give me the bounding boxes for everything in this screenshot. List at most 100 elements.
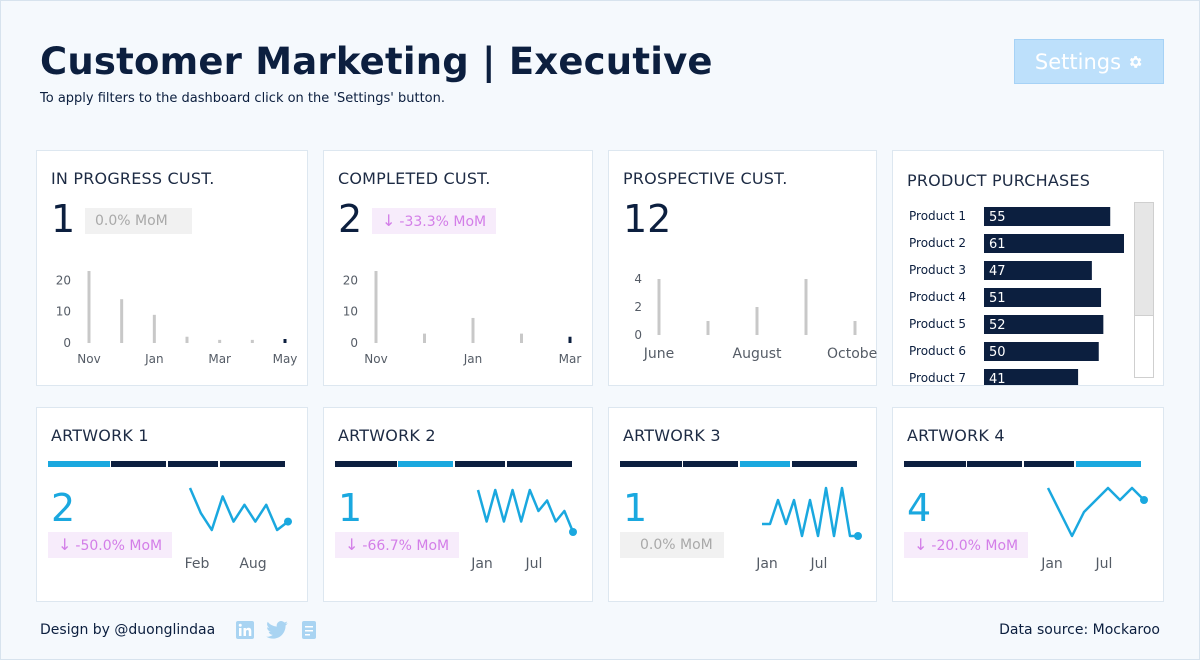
product-value-label: 51	[989, 291, 1006, 306]
progress-segment	[48, 461, 110, 467]
artwork-label: ARTWORK 2	[338, 426, 436, 445]
x-tick-label: October	[827, 346, 878, 362]
progress-segment	[168, 461, 218, 467]
artwork-progress-bar	[48, 461, 285, 467]
chart-bar	[283, 339, 287, 343]
mom-badge-text: 0.0% MoM	[95, 213, 168, 229]
arrow-down-icon: ↓	[914, 535, 928, 554]
artwork-progress-bar	[904, 461, 1141, 467]
chart-bar	[87, 271, 91, 343]
product-bar-chart: Product 1 55 Product 2 61 Product 3 47 Product…	[909, 207, 1124, 386]
product-bar	[984, 369, 1079, 385]
chart-bar	[755, 307, 759, 335]
twitter-icon[interactable]	[266, 621, 288, 639]
scrollbar-thumb[interactable]	[1135, 203, 1153, 316]
footer-data-source: Data source: Mockaroo	[999, 622, 1160, 638]
mom-badge-text: -20.0% MoM	[931, 538, 1019, 554]
product-value-label: 52	[989, 318, 1006, 333]
y-tick-label: 2	[634, 300, 642, 314]
product-value-label: 61	[989, 237, 1006, 252]
progress-segment	[220, 461, 285, 467]
product-bar	[984, 288, 1102, 307]
artwork-value: 4	[907, 486, 932, 530]
product-bar	[984, 315, 1104, 334]
progress-segment	[740, 461, 790, 467]
artwork-progress-bar	[335, 461, 572, 467]
kpi-value: 12	[623, 197, 672, 241]
product-purchases-card: PRODUCT PURCHASES Product 1 55 Product 2 61…	[892, 150, 1164, 386]
chart-bar	[706, 321, 710, 335]
arrow-down-icon: ↓	[58, 535, 72, 554]
trend-line	[188, 487, 289, 532]
x-tick-label: Jan	[144, 352, 164, 366]
x-tick-label: Jul	[810, 556, 828, 572]
trend-end-dot	[284, 517, 292, 526]
arrow-down-icon: ↓	[345, 535, 359, 554]
kpi-label: IN PROGRESS CUST.	[51, 169, 215, 188]
chart-bar	[374, 271, 378, 343]
artwork-value: 1	[338, 486, 363, 530]
kpi-label: COMPLETED CUST.	[338, 169, 491, 188]
artwork-card-1: ARTWORK 1 2 ↓ -50.0% MoM Feb Aug	[36, 407, 308, 602]
y-tick-label: 10	[56, 305, 71, 319]
x-tick-label: June	[643, 346, 675, 362]
mom-badge: ↓ -33.3% MoM	[372, 208, 497, 234]
artwork-value: 1	[623, 486, 648, 530]
trend-end-dot	[569, 528, 577, 536]
mom-badge: ↓ -20.0% MoM	[904, 532, 1029, 558]
chart-bar	[853, 321, 857, 335]
trend-line	[762, 486, 858, 538]
x-tick-label: Jul	[525, 556, 543, 572]
blog-icon[interactable]	[302, 621, 316, 639]
artwork-progress-bar	[620, 461, 857, 467]
product-bar	[984, 234, 1124, 253]
x-tick-label: Jul	[1095, 556, 1113, 572]
product-purchases-title: PRODUCT PURCHASES	[907, 171, 1091, 190]
gear-icon	[1129, 55, 1142, 68]
product-label: Product 5	[909, 317, 966, 331]
progress-segment	[683, 461, 738, 467]
artwork-line-chart: Feb Aug	[185, 487, 292, 572]
chart-bar	[471, 317, 475, 343]
y-tick-label: 0	[63, 336, 71, 350]
chart-bar	[185, 336, 189, 343]
progress-segment	[620, 461, 682, 467]
x-tick-label: Mar	[208, 352, 231, 366]
y-tick-label: 0	[634, 328, 642, 342]
progress-segment	[1076, 461, 1141, 467]
chart-bar	[218, 339, 222, 343]
product-value-label: 47	[989, 264, 1006, 279]
artwork-label: ARTWORK 4	[907, 426, 1005, 445]
chart-bar	[657, 279, 661, 335]
progress-segment	[455, 461, 505, 467]
x-tick-label: Feb	[185, 556, 210, 572]
kpi-value: 1	[51, 197, 76, 241]
x-tick-label: Jan	[755, 556, 778, 572]
trend-end-dot	[854, 532, 862, 540]
mom-badge: 0.0% MoM	[85, 208, 192, 234]
settings-button[interactable]: Settings	[1014, 39, 1164, 84]
product-label: Product 3	[909, 263, 966, 277]
kpi-bar-chart: 20 10 0 Nov Jan Mar May	[56, 271, 298, 366]
x-tick-label: May	[273, 352, 298, 366]
artwork-value: 2	[51, 486, 76, 530]
mom-badge: ↓ -50.0% MoM	[48, 532, 173, 558]
artwork-card-2: ARTWORK 2 1 ↓ -66.7% MoM Jan Jul	[323, 407, 593, 602]
arrow-down-icon: ↓	[382, 211, 396, 230]
product-label: Product 4	[909, 290, 966, 304]
product-label: Product 7	[909, 371, 966, 385]
mom-badge: 0.0% MoM	[620, 532, 724, 558]
trend-line	[1046, 486, 1145, 538]
kpi-label: PROSPECTIVE CUST.	[623, 169, 788, 188]
artwork-line-chart: Jan Jul	[755, 486, 862, 572]
x-tick-label: Jan	[463, 352, 483, 366]
product-value-label: 41	[989, 372, 1006, 386]
x-tick-label: Jan	[1040, 556, 1063, 572]
scrollbar[interactable]	[1134, 202, 1154, 378]
product-label: Product 6	[909, 344, 966, 358]
linkedin-icon[interactable]	[236, 621, 254, 639]
progress-segment	[398, 461, 453, 467]
chart-bar	[568, 336, 572, 343]
x-tick-label: Aug	[239, 556, 266, 572]
